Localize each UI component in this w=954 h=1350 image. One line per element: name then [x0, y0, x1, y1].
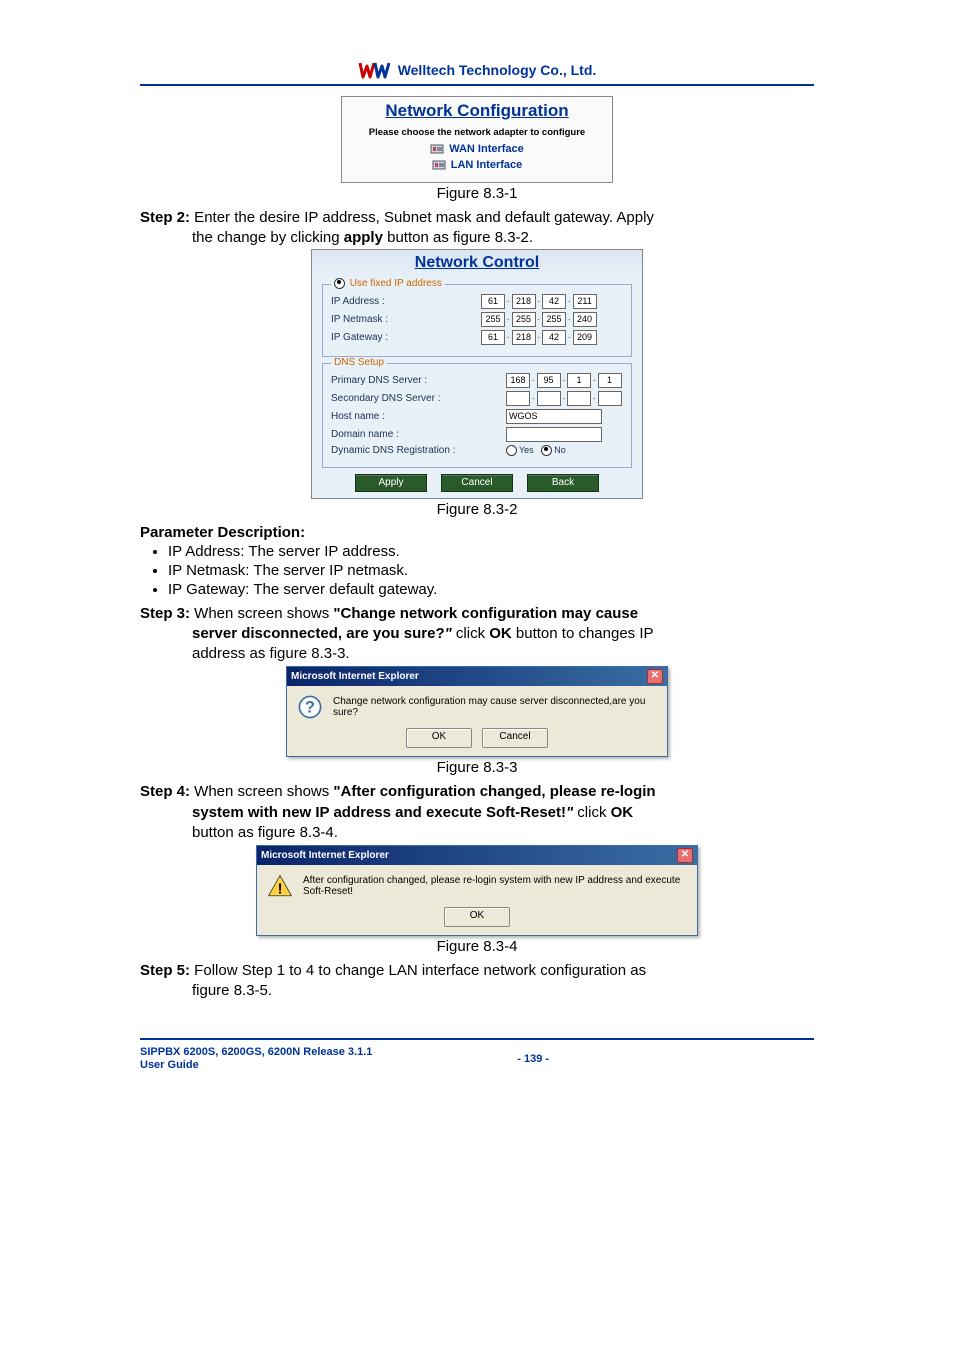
dialog-buttons: OK: [257, 907, 697, 935]
step4-text: Step 4: When screen shows "After configu…: [140, 782, 814, 843]
fixed-ip-legend: Use fixed IP address: [331, 278, 445, 289]
dns-fieldset: DNS Setup Primary DNS Server : 168. 95. …: [322, 363, 632, 468]
dialog-message: Change network configuration may cause s…: [333, 696, 657, 718]
ddns-radios: Yes No: [506, 445, 566, 456]
step3-text: Step 3: When screen shows "Change networ…: [140, 604, 814, 665]
domain-input[interactable]: [506, 427, 602, 442]
fig-8-3-3: Microsoft Internet Explorer ✕ ? Change n…: [286, 666, 668, 757]
nic-icon: [432, 158, 448, 172]
fig-8-3-1: Network Configuration Please choose the …: [341, 96, 613, 183]
fig-8-3-1-caption: Figure 8.3-1: [140, 185, 814, 202]
secondary-dns-input[interactable]: . . .: [506, 391, 622, 406]
dialog-body: ! After configuration changed, please re…: [257, 865, 697, 907]
dialog-titlebar: Microsoft Internet Explorer ✕: [287, 667, 667, 686]
svg-text:!: !: [278, 881, 283, 897]
ddns-no-radio[interactable]: [541, 445, 552, 456]
pdns-row: Primary DNS Server : 168. 95. 1. 1: [331, 373, 623, 388]
fixed-ip-fieldset: Use fixed IP address IP Address : 61. 21…: [322, 284, 632, 357]
net-ctrl-title: Network Control: [312, 250, 642, 278]
hostname-input[interactable]: WGOS: [506, 409, 602, 424]
cancel-button[interactable]: Cancel: [482, 728, 548, 748]
param-desc-title: Parameter Description:: [140, 524, 814, 541]
gateway-input[interactable]: 61. 218. 42. 209: [481, 330, 597, 345]
domain-row: Domain name :: [331, 427, 623, 442]
cancel-button[interactable]: Cancel: [441, 474, 513, 492]
lan-label: LAN Interface: [451, 159, 523, 171]
close-icon[interactable]: ✕: [677, 848, 693, 863]
ddns-row: Dynamic DNS Registration : Yes No: [331, 445, 623, 456]
company-name: Welltech Technology Co., Ltd.: [398, 62, 597, 78]
nic-icon: [430, 142, 446, 156]
fig-8-3-3-caption: Figure 8.3-3: [140, 759, 814, 776]
ip-address-input[interactable]: 61. 218. 42. 211: [481, 294, 597, 309]
choose-text: Please choose the network adapter to con…: [342, 127, 612, 138]
step2-l1: Enter the desire IP address, Subnet mask…: [190, 209, 654, 226]
dialog-buttons: OK Cancel: [287, 728, 667, 756]
dialog-titlebar: Microsoft Internet Explorer ✕: [257, 846, 697, 865]
fixed-ip-radio[interactable]: [334, 278, 345, 289]
net-ctrl-buttons: Apply Cancel Back: [312, 474, 642, 492]
question-icon: ?: [297, 694, 323, 720]
bullet-item: IP Netmask: The server IP netmask.: [168, 562, 814, 579]
bullet-item: IP Address: The server IP address.: [168, 543, 814, 560]
step5-text: Step 5: Follow Step 1 to 4 to change LAN…: [140, 961, 814, 1002]
primary-dns-input[interactable]: 168. 95. 1. 1: [506, 373, 622, 388]
svg-text:?: ?: [305, 699, 315, 717]
ddns-yes-radio[interactable]: [506, 445, 517, 456]
ok-button[interactable]: OK: [406, 728, 472, 748]
step2-l2: the change by clicking apply button as f…: [192, 229, 533, 246]
page: Welltech Technology Co., Ltd. Network Co…: [0, 0, 954, 1112]
dialog-body: ? Change network configuration may cause…: [287, 686, 667, 728]
back-button[interactable]: Back: [527, 474, 599, 492]
warning-icon: !: [267, 873, 293, 899]
bullet-item: IP Gateway: The server default gateway.: [168, 581, 814, 598]
dialog-title: Microsoft Internet Explorer: [261, 850, 389, 861]
footer-left: SIPPBX 6200S, 6200GS, 6200N Release 3.1.…: [140, 1046, 372, 1072]
fig-8-3-2-caption: Figure 8.3-2: [140, 501, 814, 518]
step2-text: Step 2: Enter the desire IP address, Sub…: [140, 208, 814, 249]
dialog-title: Microsoft Internet Explorer: [291, 671, 419, 682]
netmask-input[interactable]: 255. 255. 255. 240: [481, 312, 597, 327]
dialog-message: After configuration changed, please re-l…: [303, 875, 687, 897]
apply-button[interactable]: Apply: [355, 474, 427, 492]
net-config-title: Network Configuration: [342, 101, 612, 121]
netmask-row: IP Netmask : 255. 255. 255. 240: [331, 312, 623, 327]
page-header: Welltech Technology Co., Ltd.: [140, 60, 814, 86]
close-icon[interactable]: ✕: [647, 669, 663, 684]
wan-label: WAN Interface: [449, 143, 524, 155]
page-footer: SIPPBX 6200S, 6200GS, 6200N Release 3.1.…: [140, 1038, 814, 1072]
gateway-row: IP Gateway : 61. 218. 42. 209: [331, 330, 623, 345]
ip-row: IP Address : 61. 218. 42. 211: [331, 294, 623, 309]
fig-8-3-2: Network Control Use fixed IP address IP …: [311, 249, 643, 499]
fig-8-3-4: Microsoft Internet Explorer ✕ ! After co…: [256, 845, 698, 936]
fig-8-3-4-caption: Figure 8.3-4: [140, 938, 814, 955]
param-bullets: IP Address: The server IP address. IP Ne…: [140, 543, 814, 598]
lan-interface-link[interactable]: LAN Interface: [342, 158, 612, 172]
wan-interface-link[interactable]: WAN Interface: [342, 142, 612, 156]
dns-legend: DNS Setup: [331, 357, 387, 368]
logo-icon: [358, 60, 392, 80]
host-row: Host name : WGOS: [331, 409, 623, 424]
ok-button[interactable]: OK: [444, 907, 510, 927]
sdns-row: Secondary DNS Server : . . .: [331, 391, 623, 406]
step2-label: Step 2:: [140, 209, 190, 226]
page-number: - 139 -: [517, 1053, 549, 1065]
